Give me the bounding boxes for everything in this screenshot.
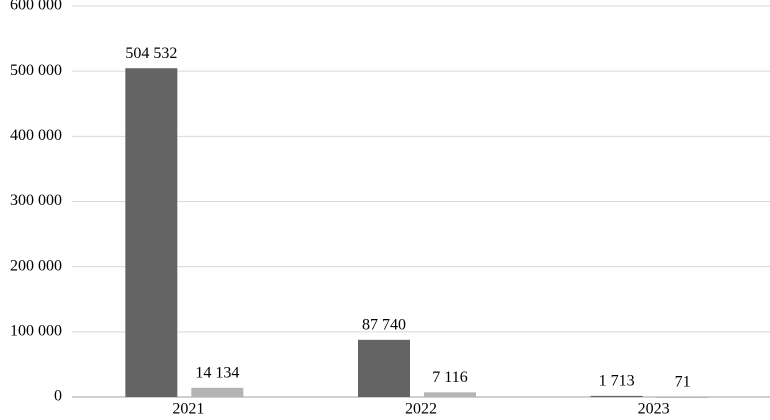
- y-tick-label: 0: [54, 388, 62, 405]
- value-label: 71: [675, 374, 691, 391]
- value-label: 1 713: [599, 373, 635, 390]
- y-tick-label: 200 000: [10, 257, 62, 274]
- value-label: 14 134: [195, 364, 239, 381]
- value-label: 87 740: [362, 316, 406, 333]
- y-tick-label: 100 000: [10, 323, 62, 340]
- x-tick-label: 2023: [638, 401, 670, 418]
- bar: [191, 387, 244, 397]
- x-tick-label: 2022: [405, 401, 437, 418]
- bar: [590, 395, 643, 397]
- y-tick-label: 500 000: [10, 62, 62, 79]
- y-tick-label: 400 000: [10, 127, 62, 144]
- value-label: 7 116: [432, 369, 467, 386]
- y-tick-label: 300 000: [10, 192, 62, 209]
- bar: [424, 392, 476, 397]
- y-tick-label: 600 000: [10, 0, 62, 14]
- value-label: 504 532: [125, 45, 177, 62]
- x-tick-label: 2021: [172, 401, 204, 418]
- bar: [125, 68, 178, 397]
- bar: [656, 396, 709, 398]
- bar: [358, 339, 410, 397]
